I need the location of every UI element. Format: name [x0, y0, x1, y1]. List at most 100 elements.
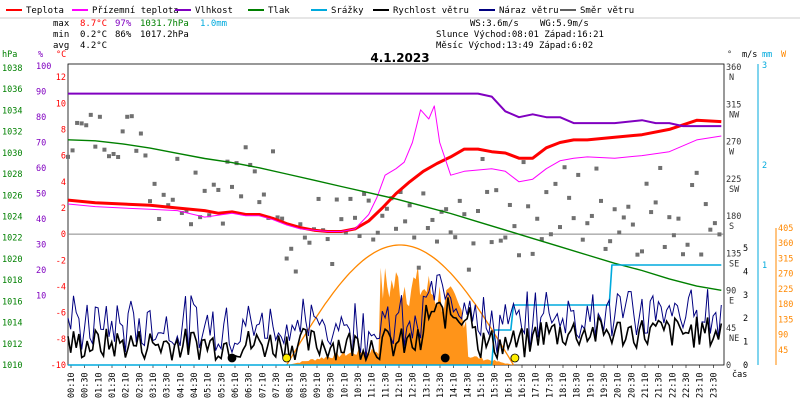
wind-dir-point-128: [649, 210, 654, 215]
wind-dir-point-24: [175, 156, 180, 161]
stat-max-hum: 97%: [115, 19, 132, 29]
left-axis-label-2: °C: [56, 50, 66, 60]
x-tick-29: 14:30: [463, 372, 473, 398]
wind-dir-point-129: [653, 200, 658, 205]
ms-tick-1: 4: [743, 267, 748, 277]
ms-tick-0: 5: [743, 244, 748, 254]
wind-dir-point-62: [348, 196, 353, 201]
wind-dir-point-107: [553, 181, 558, 186]
x-tick-18: 09:10: [313, 372, 323, 398]
pct-tick-2: 80: [36, 113, 46, 123]
pct-tick-4: 60: [36, 164, 46, 174]
deg-tick-1: 315: [726, 100, 741, 110]
wind-dir-point-53: [307, 240, 312, 245]
wind-dir-point-55: [316, 196, 321, 201]
wind-dir-point-139: [699, 252, 704, 257]
hpa-tick-14: 1010: [2, 361, 22, 371]
hpa-tick-9: 1020: [2, 255, 22, 265]
x-tick-27: 13:30: [436, 372, 446, 398]
wind-dir-point-88: [466, 267, 471, 272]
wind-dir-point-84: [448, 230, 453, 235]
wind-dir-point-93: [489, 240, 494, 245]
x-tick-35: 17:30: [545, 372, 555, 398]
series-line-3: [67, 139, 722, 291]
mm-tick-0: 3: [762, 61, 767, 71]
deg-tick-5: 135: [726, 249, 741, 259]
ms-tick-5: 0: [743, 361, 748, 371]
deg-sub-5: SE: [729, 259, 739, 269]
wind-dir-point-124: [630, 222, 635, 227]
wind-dir-point-122: [621, 215, 626, 220]
x-tick-20: 10:10: [340, 372, 350, 398]
deg-sub-7: NE: [729, 334, 739, 344]
sun-moon-marker-2: [440, 353, 450, 363]
stat-min-hum: 86%: [115, 30, 132, 40]
wind-dir-point-7: [97, 114, 102, 119]
wind-dir-point-0: [66, 154, 70, 159]
pct-tick-1: 90: [36, 88, 46, 98]
wind-dir-point-132: [667, 215, 672, 220]
stat-ws: WS:3.6m/s: [470, 19, 519, 29]
wind-dir-point-14: [129, 114, 134, 119]
x-tick-8: 04:10: [176, 372, 186, 398]
wind-dir-point-15: [134, 148, 139, 153]
x-tick-38: 19:10: [586, 372, 596, 398]
wind-dir-point-31: [207, 213, 212, 218]
wind-dir-point-140: [703, 202, 708, 207]
x-tick-45: 22:30: [682, 372, 692, 398]
wind-dir-point-59: [334, 197, 339, 202]
hpa-tick-4: 1030: [2, 149, 22, 159]
wind-dir-point-131: [662, 244, 667, 249]
stats-panel: max 8.7°C 97% 1031.7hPa 1.0mm min 0.2°C …: [53, 19, 604, 51]
right-axis-label-0: °: [727, 50, 732, 60]
temp-tick-10: -8: [56, 335, 66, 345]
right-axis-label-3: W: [781, 50, 787, 60]
deg-sub-0: N: [729, 73, 734, 83]
wind-dir-point-69: [380, 213, 385, 218]
x-tick-28: 14:10: [450, 372, 460, 398]
legend: Teplota Přízemní teplota Vlhkost Tlak Srážky…: [0, 6, 800, 19]
x-tick-4: 02:10: [122, 372, 132, 398]
ms-tick-3: 2: [743, 314, 748, 324]
wind-dir-point-3: [79, 121, 84, 126]
ms-tick-4: 1: [743, 338, 748, 348]
wind-dir-point-102: [530, 251, 535, 256]
wind-dir-point-1: [70, 148, 75, 153]
wind-dir-point-22: [166, 203, 171, 208]
deg-tick-6: 90: [726, 287, 736, 297]
wind-dir-point-46: [275, 215, 280, 220]
x-tick-2: 01:10: [94, 372, 104, 398]
wind-dir-point-75: [407, 203, 412, 208]
series-line-4: [68, 264, 722, 366]
wind-dir-point-45: [271, 149, 275, 154]
pct-tick-6: 40: [36, 215, 46, 225]
left-axis-label-0: hPa: [2, 50, 17, 60]
wind-dir-point-52: [302, 235, 307, 240]
temp-tick-11: -10: [51, 361, 66, 371]
wind-dir-point-29: [198, 215, 203, 220]
wind-dir-point-138: [694, 170, 699, 175]
x-tick-19: 09:30: [327, 372, 337, 398]
x-tick-10: 05:10: [204, 372, 214, 398]
legend-label-5: Rychlost větru: [393, 6, 469, 16]
plot-area: [66, 92, 723, 366]
wind-dir-point-72: [394, 226, 398, 231]
stat-wg: WG:5.9m/s: [540, 19, 589, 29]
x-tick-39: 19:30: [600, 372, 610, 398]
mm-tick-2: 1: [762, 261, 767, 271]
wind-dir-point-5: [88, 112, 93, 117]
deg-sub-4: S: [729, 222, 734, 232]
wind-dir-point-60: [339, 217, 344, 222]
pct-tick-5: 50: [36, 190, 46, 200]
stat-max-press: 1031.7hPa: [140, 19, 189, 29]
x-tick-3: 01:30: [108, 372, 118, 398]
x-tick-17: 08:30: [299, 372, 309, 398]
x-tick-42: 21:10: [641, 372, 651, 398]
wind-dir-point-21: [161, 192, 166, 197]
w-tick-5: 180: [778, 300, 793, 310]
x-tick-1: 00:30: [81, 372, 91, 398]
wind-dir-point-105: [544, 190, 549, 195]
wind-dir-point-116: [594, 166, 599, 171]
x-tick-36: 18:10: [559, 372, 569, 398]
wind-dir-point-120: [612, 207, 617, 212]
